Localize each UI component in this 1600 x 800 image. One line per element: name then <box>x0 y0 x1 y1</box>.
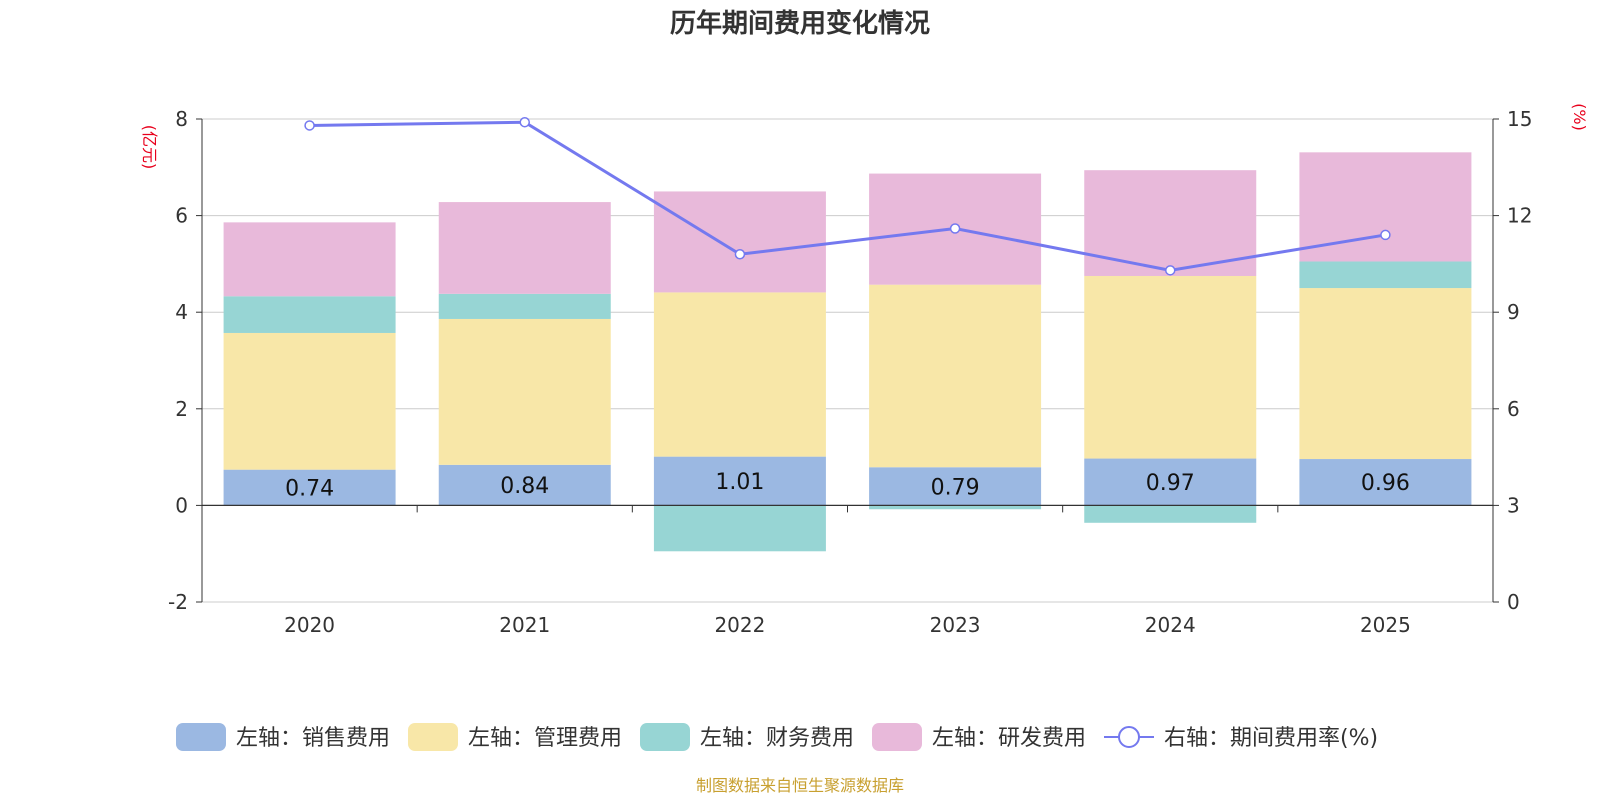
rate-point <box>519 116 530 128</box>
data-label: 0.96 <box>1361 471 1410 496</box>
bar-segment <box>223 222 396 297</box>
bar-segment <box>1299 288 1472 460</box>
rate-line <box>309 120 1386 272</box>
right-axis-tick-label: 9 <box>1507 300 1520 324</box>
rate-point <box>304 120 315 131</box>
rate-point <box>1165 265 1176 276</box>
bar-segment <box>438 293 611 319</box>
legend-marker <box>1118 726 1140 748</box>
legend-swatch <box>872 723 922 751</box>
bar-segment <box>438 318 611 465</box>
legend-item: 左轴：销售费用 <box>176 723 390 751</box>
left-axis-tick-label: 6 <box>175 204 188 228</box>
legend-label: 左轴：管理费用 <box>468 726 622 751</box>
legend-item: 左轴：财务费用 <box>640 723 854 751</box>
legend-label: 左轴：销售费用 <box>236 726 390 751</box>
bar-segment <box>869 505 1042 510</box>
data-label: 0.84 <box>500 474 549 499</box>
x-axis-tick-label: 2022 <box>714 613 765 637</box>
bar-segment <box>653 456 826 506</box>
source-note: 制图数据来自恒生聚源数据库 <box>696 776 904 795</box>
legend-swatch <box>176 723 226 751</box>
bar-segment <box>869 467 1042 506</box>
data-labels: 0.74 0.84 1.01 0.79 0.97 0.96 <box>285 470 1410 502</box>
grid-lines <box>202 118 1493 603</box>
rate-point <box>1380 229 1391 241</box>
bar-segment <box>223 296 396 333</box>
x-axis-tick-label: 2025 <box>1360 613 1411 637</box>
axes: -2 0 2 4 6 8 0 3 6 9 12 15 2020 2021 2022 2023 2024 2025 <box>168 107 1532 637</box>
bar-segment <box>1299 459 1472 506</box>
legend-label: 左轴：财务费用 <box>700 726 854 751</box>
bar-segment <box>1084 458 1257 506</box>
legend-swatch <box>408 723 458 751</box>
legend: 左轴：销售费用 左轴：管理费用 左轴：财务费用 左轴：研发费用 右轴：期间费用率(%) <box>176 723 1378 751</box>
chart-title: 历年期间费用变化情况 <box>670 8 930 39</box>
bar-segment <box>438 202 611 294</box>
bar-segment <box>1084 505 1257 523</box>
legend-swatch <box>640 723 690 751</box>
line-series <box>304 116 1391 276</box>
bar-segment <box>1084 275 1257 459</box>
bar-segment <box>223 332 396 470</box>
left-axis-tick-label: -2 <box>168 590 188 614</box>
rate-point <box>734 248 746 260</box>
bar-segment <box>653 505 826 552</box>
legend-item: 右轴：期间费用率(%) <box>1104 726 1378 751</box>
right-axis-tick-label: 12 <box>1507 204 1532 228</box>
left-axis-tick-label: 4 <box>175 300 188 324</box>
x-axis-tick-label: 2023 <box>930 613 981 637</box>
bar-segment <box>223 469 396 506</box>
bar-segment <box>653 292 826 457</box>
legend-label: 右轴：期间费用率(%) <box>1164 726 1378 751</box>
data-label: 0.97 <box>1146 471 1195 496</box>
bar-segment <box>438 464 611 506</box>
data-label: 0.74 <box>285 477 334 502</box>
rate-point <box>949 223 961 234</box>
left-axis-unit: (亿元) <box>140 125 159 170</box>
right-axis-unit: (%) <box>1570 103 1589 131</box>
right-axis-tick-label: 3 <box>1507 493 1520 517</box>
left-axis-tick-label: 0 <box>175 493 188 517</box>
bar-segment <box>653 191 826 293</box>
bar-series <box>223 152 1472 552</box>
legend-item: 左轴：管理费用 <box>408 723 622 751</box>
right-axis-tick-label: 6 <box>1507 397 1520 421</box>
right-axis-tick-label: 15 <box>1507 107 1532 131</box>
legend-item: 左轴：研发费用 <box>872 723 1086 751</box>
left-axis-tick-label: 8 <box>175 107 188 131</box>
legend-label: 左轴：研发费用 <box>932 726 1086 751</box>
bar-segment <box>869 284 1042 468</box>
x-axis-tick-label: 2024 <box>1145 613 1196 637</box>
x-axis-tick-label: 2020 <box>284 613 335 637</box>
left-axis-tick-label: 2 <box>175 397 188 421</box>
data-label: 1.01 <box>715 470 764 495</box>
bar-segment <box>1299 261 1472 289</box>
right-axis-tick-label: 0 <box>1507 590 1520 614</box>
x-axis-tick-label: 2021 <box>499 613 550 637</box>
data-label: 0.79 <box>931 475 980 500</box>
